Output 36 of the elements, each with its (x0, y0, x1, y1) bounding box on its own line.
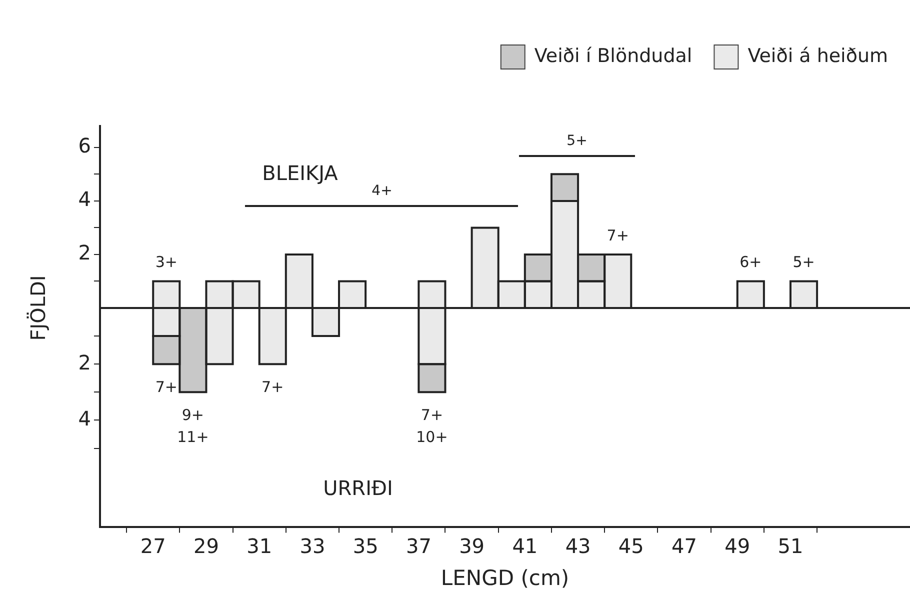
legend-label: Veiði í Blöndudal (534, 44, 692, 67)
annotation: 10+ (416, 428, 448, 446)
x-tick-label: 31 (246, 534, 272, 558)
y-axis-title: FJÖLDI (26, 275, 50, 341)
annotation: 4+ (372, 183, 392, 199)
annotation: 7+ (420, 406, 444, 424)
annotation: 3+ (155, 253, 178, 272)
x-tick-label: 45 (618, 534, 644, 558)
y-tick-label: 4 (78, 187, 91, 212)
x-tick-label: 51 (778, 534, 804, 558)
annotation: 5+ (792, 253, 815, 272)
annotation: 7+ (155, 378, 178, 396)
x-tick-label: 33 (300, 534, 326, 558)
y-tick-label: 4 (78, 406, 91, 430)
annotation: 7+ (606, 226, 629, 244)
x-axis-title: LENGD (cm) (440, 566, 570, 590)
annotation: URRIÐI (323, 476, 393, 500)
annotation: 6+ (740, 253, 762, 272)
x-tick-label: 39 (459, 534, 485, 558)
annotation: 11+ (177, 428, 209, 446)
x-tick-label: 27 (140, 534, 166, 558)
y-tick-label: 2 (78, 240, 91, 265)
y-tick-label: 2 (78, 350, 91, 374)
annotation: 9+ (182, 406, 204, 424)
legend-label: Veiði á heiðum (748, 44, 888, 67)
annotation: 5+ (566, 133, 588, 149)
x-tick-label: 43 (565, 534, 591, 558)
x-tick-label: 29 (194, 534, 219, 558)
y-tick-label: 6 (78, 134, 91, 158)
x-tick-label: 41 (512, 534, 538, 558)
x-tick-label: 35 (352, 534, 378, 558)
annotation: BLEIKJA (262, 161, 338, 185)
x-tick-label: 37 (406, 534, 432, 558)
x-tick-label: 49 (724, 534, 750, 558)
annotation: 7+ (262, 378, 284, 396)
x-tick-label: 47 (672, 534, 697, 558)
